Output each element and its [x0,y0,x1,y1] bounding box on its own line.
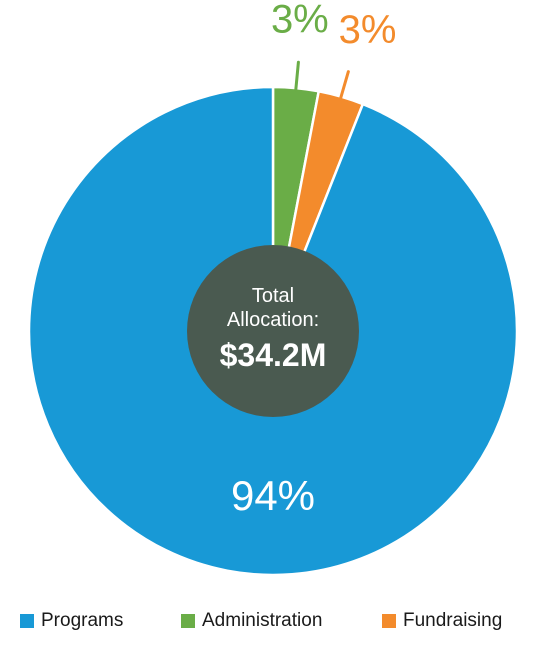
legend-label-fundraising: Fundraising [403,610,503,631]
slice-label-programs: 94% [231,472,315,519]
legend-swatch-programs [20,614,34,628]
center-label-line2: Allocation: [227,309,319,331]
center-badge: Total Allocation: $34.2M [187,245,359,417]
legend-swatch-fundraising [382,614,396,628]
leader-line-fundraising [339,70,350,101]
leader-line-administration [294,60,300,92]
leader-lines [294,60,350,101]
legend: Programs Administration Fundraising [0,607,560,635]
legend-label-administration: Administration [202,610,323,631]
center-total-value: $34.2M [220,337,327,373]
pie-chart: 3% 3% 94% Total Allocation: $34.2M [27,0,519,577]
legend-label-programs: Programs [41,610,124,631]
slice-label-administration: 3% [271,0,329,41]
slice-label-fundraising: 3% [339,8,397,52]
center-label-line1: Total [252,285,294,307]
center-circle [187,245,359,417]
legend-item-administration: Administration [181,607,322,635]
slice-labels: 3% 3% 94% [231,0,397,519]
legend-item-programs: Programs [20,607,123,635]
legend-swatch-administration [181,614,195,628]
legend-item-fundraising: Fundraising [382,607,502,635]
